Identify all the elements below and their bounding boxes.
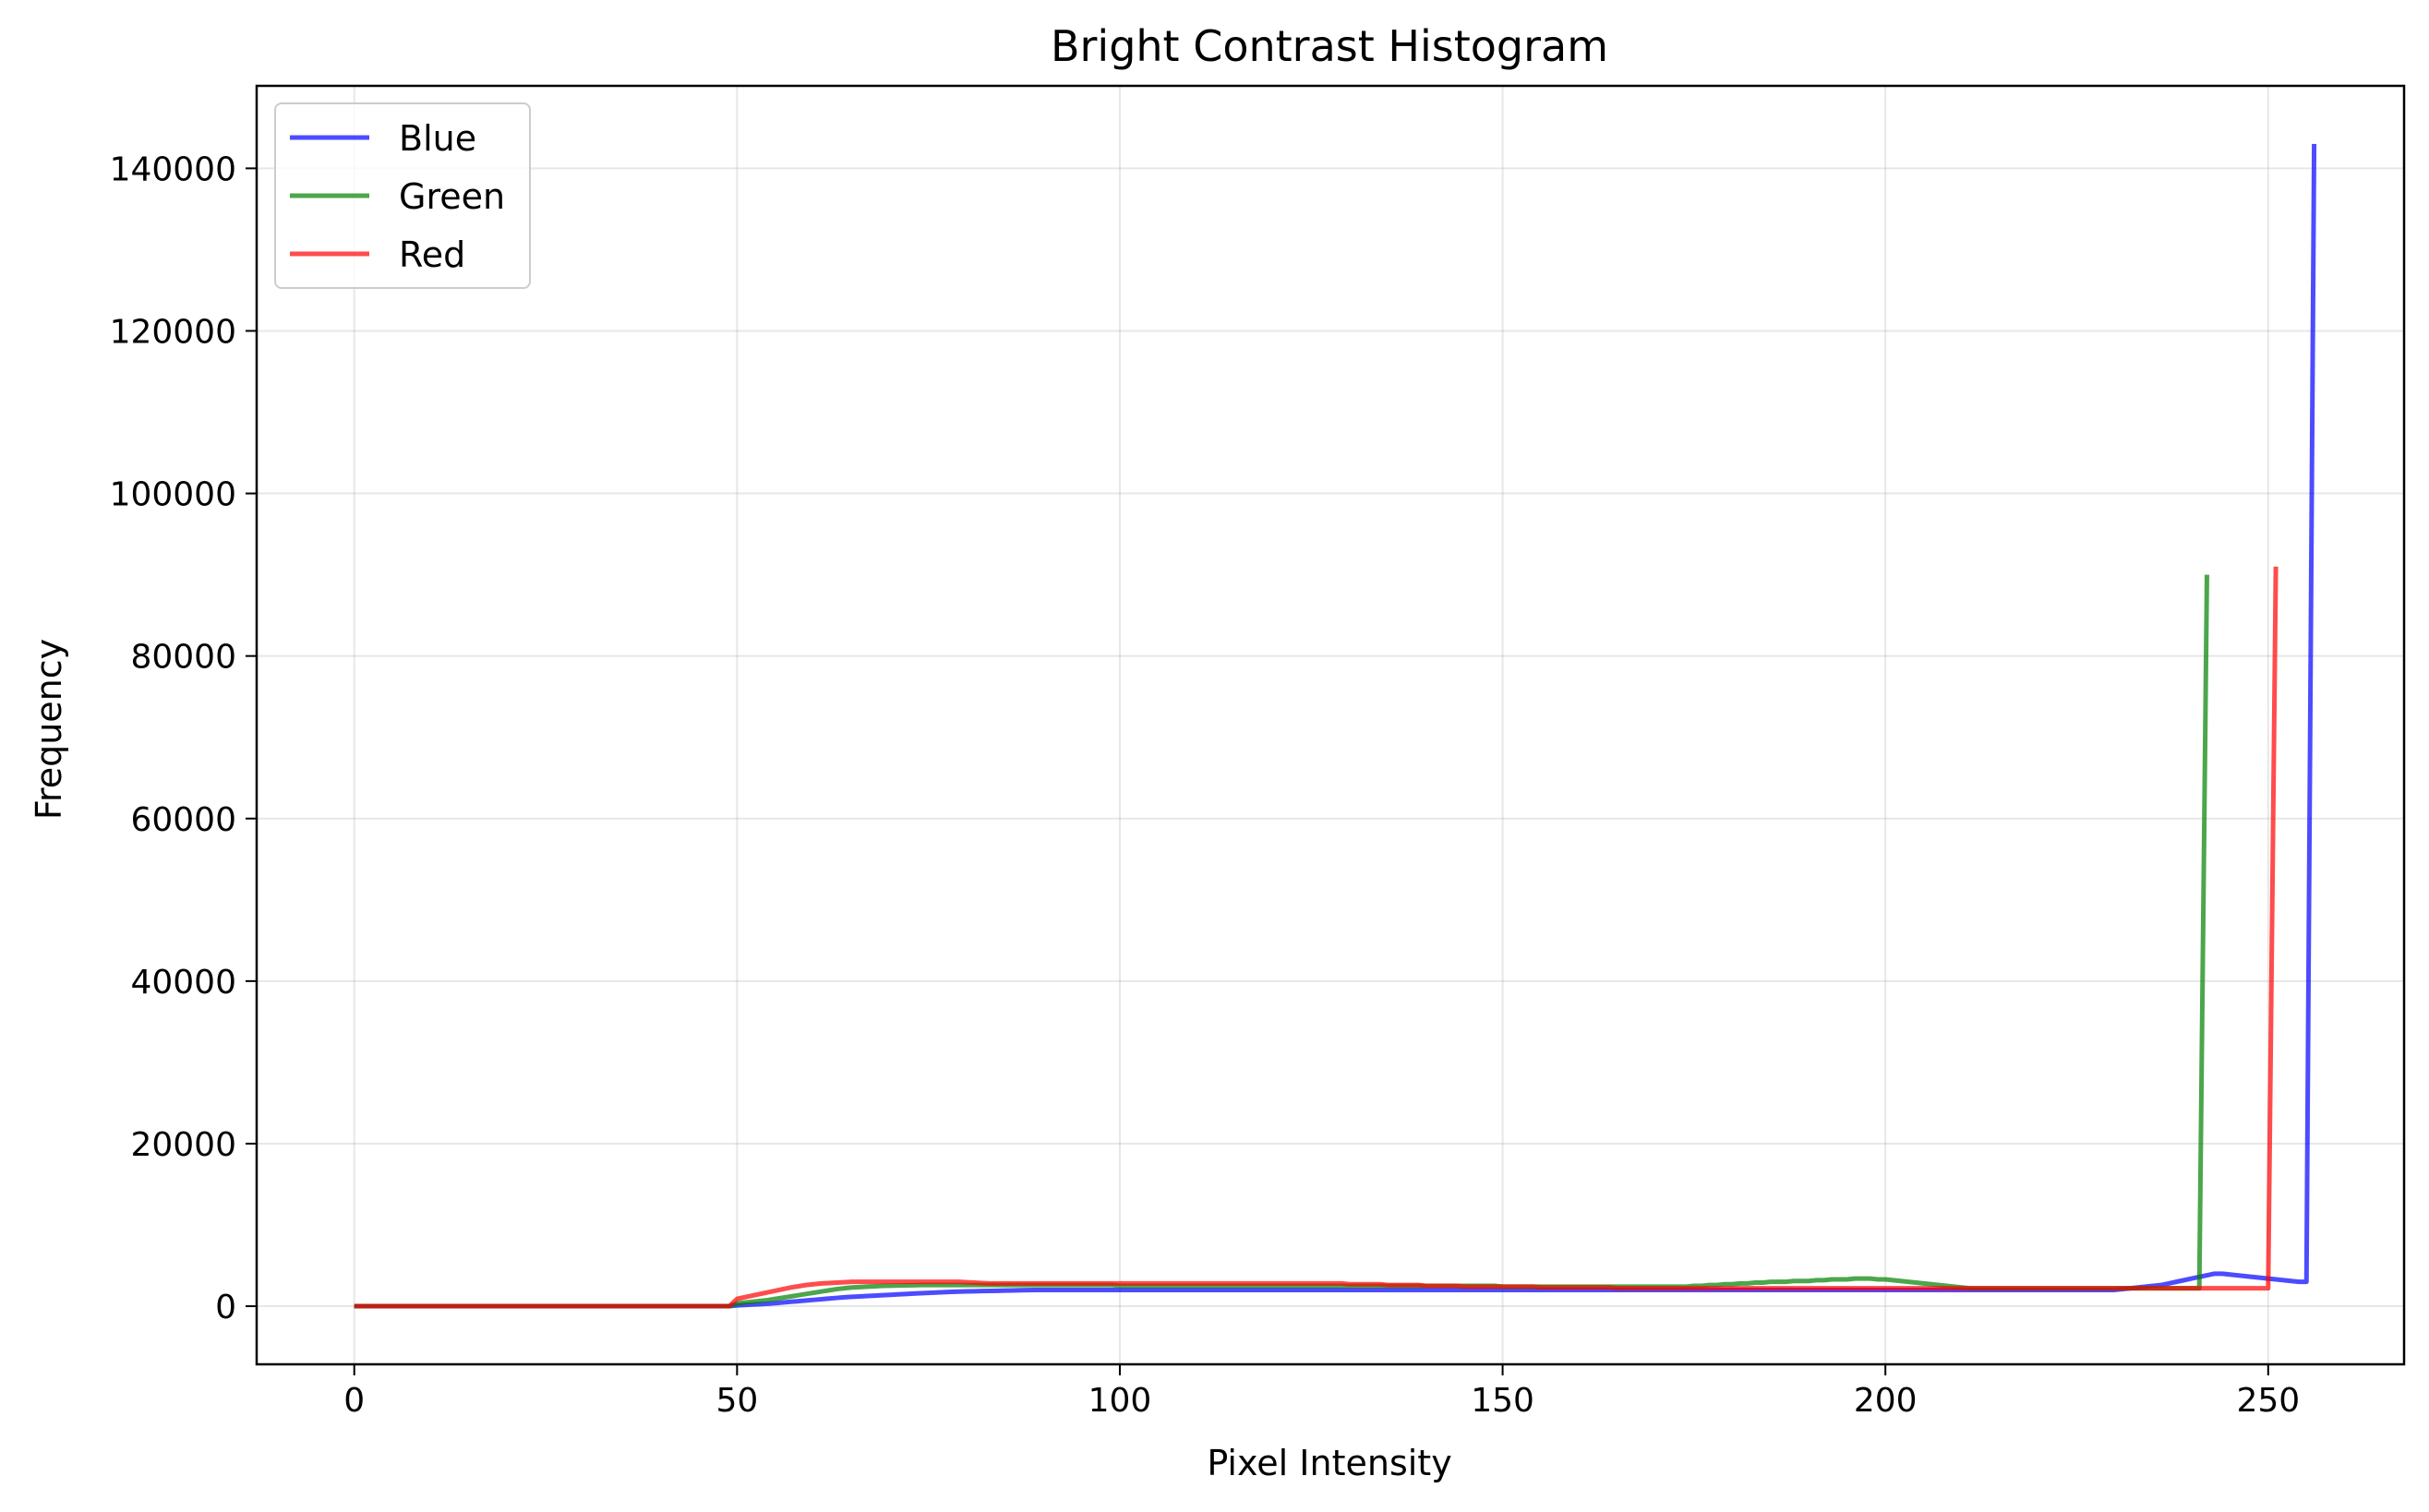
x-axis-ticks: 0 50 100 150 200 250 xyxy=(343,1364,2300,1420)
series-lines xyxy=(354,143,2317,1309)
y-tick-label: 60000 xyxy=(130,801,236,839)
legend-label-red: Red xyxy=(399,234,465,275)
x-tick-label: 100 xyxy=(1088,1382,1152,1420)
chart-title: Bright Contrast Histogram xyxy=(1051,21,1608,71)
y-tick-label: 120000 xyxy=(110,313,236,351)
y-axis-ticks: 0 20000 40000 60000 80000 100000 120000 140000 xyxy=(110,150,257,1326)
gridlines xyxy=(257,86,2404,1364)
y-tick-label: 80000 xyxy=(130,639,236,677)
x-tick-label: 0 xyxy=(343,1382,365,1420)
y-tick-label: 40000 xyxy=(130,964,236,1002)
x-tick-label: 200 xyxy=(1854,1382,1918,1420)
legend: Blue Green Red xyxy=(274,102,531,289)
plot-frame xyxy=(255,84,2406,1366)
x-tick-label: 250 xyxy=(2236,1382,2300,1420)
legend-label-green: Green xyxy=(399,176,505,217)
y-axis-label: Frequency xyxy=(29,639,69,820)
y-tick-label: 20000 xyxy=(130,1126,236,1164)
x-tick-label: 150 xyxy=(1471,1382,1534,1420)
y-tick-label: 0 xyxy=(215,1289,236,1326)
legend-label-blue: Blue xyxy=(399,118,476,159)
legend-box xyxy=(274,102,531,289)
y-tick-label: 140000 xyxy=(110,150,236,188)
series-line-red xyxy=(354,566,2279,1309)
x-tick-label: 50 xyxy=(715,1382,758,1420)
y-tick-label: 100000 xyxy=(110,476,236,514)
x-axis-label: Pixel Intensity xyxy=(1207,1443,1451,1483)
